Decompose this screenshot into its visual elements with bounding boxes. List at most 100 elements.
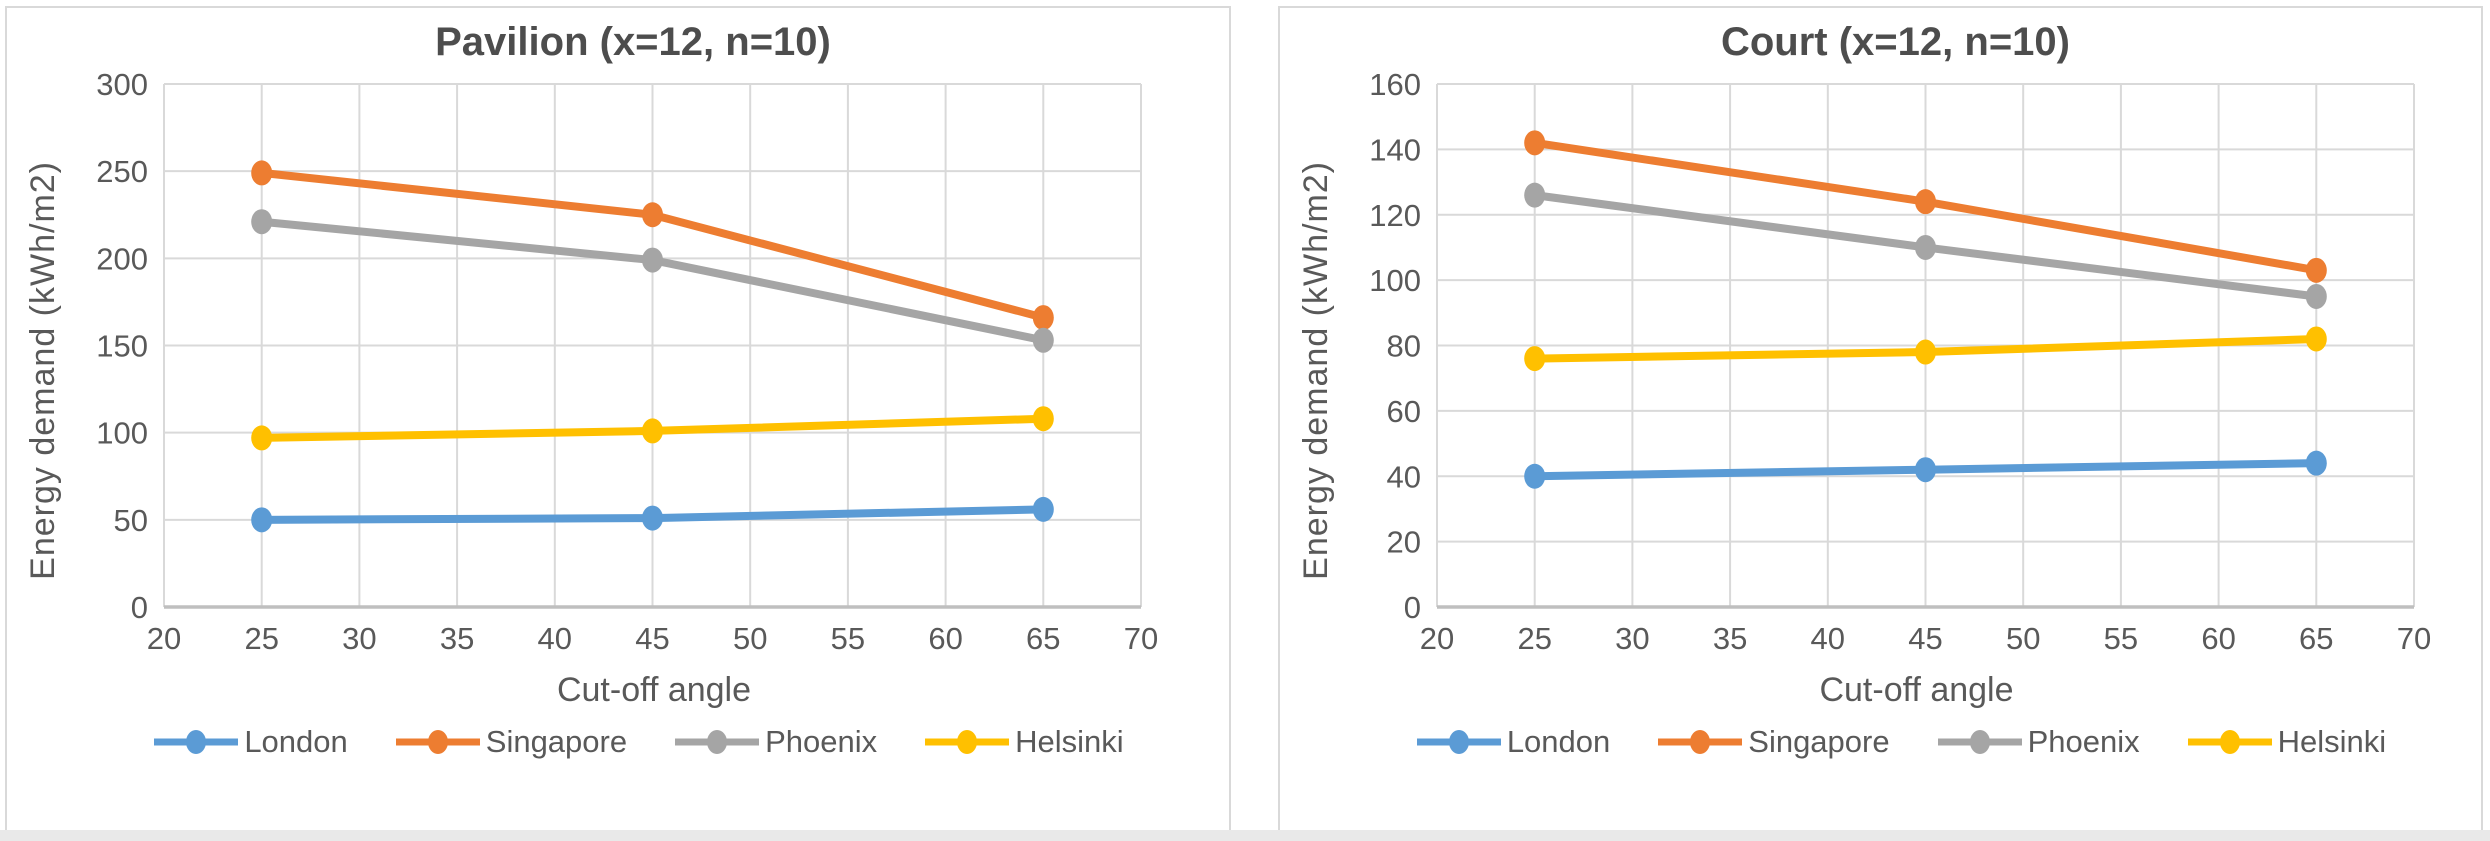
marker-phoenix-45: [1915, 234, 1936, 260]
x-tick-label: 25: [244, 621, 278, 656]
x-tick-label: 30: [342, 621, 376, 656]
legend-label: Singapore: [485, 724, 628, 759]
chart-title: Pavilion (x=12, n=10): [435, 20, 831, 64]
marker-london-45: [1915, 457, 1936, 483]
y-tick-label: 80: [1387, 329, 1421, 364]
y-tick-label: 120: [1369, 198, 1421, 233]
legend-marker-icon: [925, 730, 1010, 754]
marker-phoenix-65: [2305, 283, 2327, 309]
x-tick-label: 40: [538, 621, 572, 656]
x-tick-label: 35: [1713, 621, 1747, 656]
plot-area: 0 50 100 150 200 250 300 20 25 30 35 40 45 50 55 60 65 70: [96, 69, 1158, 656]
legend-marker-icon: [2187, 730, 2272, 754]
x-tick-label: 25: [1517, 621, 1551, 656]
x-tick-label: 65: [2299, 621, 2333, 656]
legend-marker-icon: [395, 730, 480, 754]
x-tick-label: 20: [147, 621, 181, 656]
marker-singapore-65: [2305, 257, 2327, 283]
marker-london-65: [1032, 496, 1054, 522]
marker-phoenix-65: [1032, 327, 1054, 353]
chart-card-court: Court (x=12, n=10) Energy demand (kWh/m2…: [1278, 6, 2483, 832]
legend-label: London: [1506, 724, 1611, 759]
legend-label: Phoenix: [765, 724, 878, 759]
y-tick-label: 50: [114, 503, 148, 538]
y-tick-label: 60: [1387, 394, 1421, 429]
y-tick-label: 300: [96, 69, 148, 102]
marker-helsinki-65: [2305, 326, 2327, 352]
legend-item-london: London: [1415, 724, 1610, 760]
y-tick-label: 150: [96, 329, 148, 364]
marker-helsinki-65: [1032, 406, 1054, 432]
y-tick-label: 0: [131, 590, 148, 625]
y-axis-title-text: Energy demand (kWh/m2): [1296, 160, 1335, 580]
x-tick-label: 30: [1615, 621, 1649, 656]
marker-phoenix-25: [251, 209, 273, 235]
x-tick-label: 45: [1908, 621, 1942, 656]
legend-item-singapore: Singapore: [394, 724, 627, 760]
legend-marker-icon: [1416, 730, 1501, 754]
plot-row: Energy demand (kWh/m2) 0 50 100 150 200 250 30…: [7, 69, 1229, 671]
marker-singapore-25: [1524, 130, 1546, 156]
legend-label: Helsinki: [1015, 724, 1124, 759]
legend-item-london: London: [152, 724, 348, 760]
tick-labels: 0 50 100 150 200 250 300 20 25 30 35 40 45 50 55 60 65 70: [96, 69, 1158, 656]
marker-singapore-45: [642, 202, 663, 228]
legend-item-phoenix: Phoenix: [1936, 724, 2140, 760]
legend-marker-icon: [1658, 730, 1743, 754]
x-tick-label: 20: [1420, 621, 1454, 656]
marker-singapore-45: [1915, 189, 1936, 215]
legend-label: London: [244, 724, 348, 759]
gridlines: [1436, 83, 2415, 607]
legend-marker-icon: [675, 730, 760, 754]
y-axis-title-text: Energy demand (kWh/m2): [23, 160, 62, 580]
chart-title: Court (x=12, n=10): [1720, 20, 2070, 64]
x-tick-label: 70: [1124, 621, 1158, 656]
x-tick-label: 55: [2104, 621, 2138, 656]
y-axis-title: Energy demand (kWh/m2): [1280, 69, 1352, 671]
x-tick-label: 45: [635, 621, 669, 656]
x-tick-label: 35: [440, 621, 474, 656]
x-tick-label: 40: [1811, 621, 1845, 656]
marker-helsinki-45: [1915, 339, 1936, 365]
bottom-strip: [0, 830, 2490, 841]
marker-london-65: [2305, 450, 2327, 476]
legend-label: Helsinki: [2277, 724, 2387, 759]
legend-label: Singapore: [1748, 724, 1890, 759]
marker-helsinki-25: [251, 425, 273, 451]
x-tick-label: 60: [928, 621, 962, 656]
y-tick-label: 100: [1369, 263, 1421, 298]
y-tick-label: 160: [1369, 69, 1421, 102]
y-tick-label: 140: [1369, 132, 1421, 167]
y-tick-label: 200: [96, 241, 148, 276]
legend-marker-icon: [154, 730, 239, 754]
y-tick-label: 100: [96, 416, 148, 451]
x-tick-label: 50: [2006, 621, 2040, 656]
legend-item-singapore: Singapore: [1656, 724, 1890, 760]
x-tick-label: 65: [1026, 621, 1060, 656]
x-tick-label: 50: [733, 621, 767, 656]
y-tick-label: 0: [1404, 590, 1421, 625]
x-tick-label: 55: [831, 621, 865, 656]
legend: London Singapore Phoenix Helsinki: [1280, 724, 2481, 760]
x-axis-title: Cut-off angle: [1819, 671, 2014, 709]
y-axis-title: Energy demand (kWh/m2): [7, 69, 79, 671]
marker-helsinki-25: [1524, 346, 1546, 372]
legend-label: Phoenix: [2027, 724, 2140, 759]
legend-marker-icon: [1937, 730, 2022, 754]
x-tick-label: 70: [2397, 621, 2431, 656]
x-axis-title: Cut-off angle: [556, 671, 752, 709]
marker-london-45: [642, 505, 663, 531]
plot-row: Energy demand (kWh/m2) 0 20 40 60 80 100 120 14…: [1280, 69, 2481, 671]
marker-singapore-65: [1032, 305, 1054, 331]
legend-item-helsinki: Helsinki: [923, 724, 1124, 760]
legend-item-phoenix: Phoenix: [673, 724, 877, 760]
marker-phoenix-45: [642, 247, 663, 273]
legend-item-helsinki: Helsinki: [2186, 724, 2387, 760]
chart-card-pavilion: Pavilion (x=12, n=10) Energy demand (kWh…: [5, 6, 1231, 832]
marker-singapore-25: [251, 160, 273, 186]
marker-phoenix-25: [1524, 182, 1546, 208]
x-tick-label: 60: [2201, 621, 2235, 656]
y-tick-label: 40: [1387, 459, 1421, 494]
